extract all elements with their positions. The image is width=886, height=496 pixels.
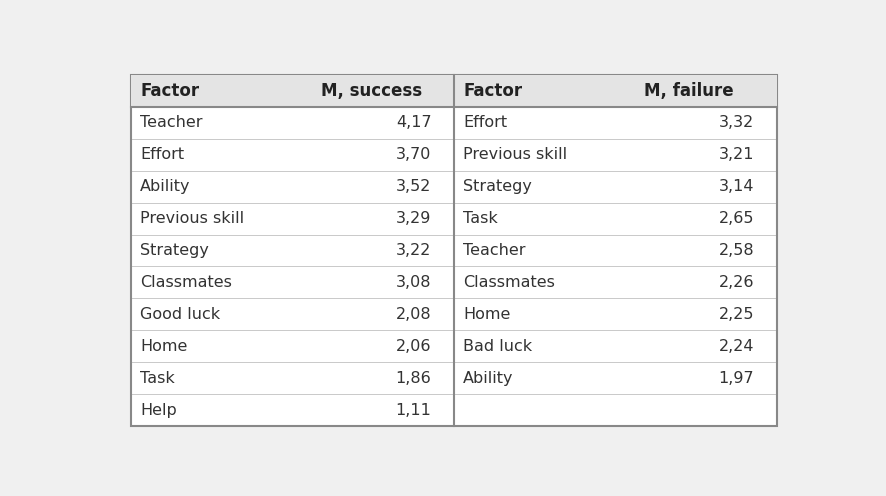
Text: Task: Task <box>463 211 498 226</box>
Text: 1,97: 1,97 <box>719 371 754 386</box>
Text: Ability: Ability <box>140 179 190 194</box>
Text: 2,06: 2,06 <box>396 339 431 354</box>
Text: Classmates: Classmates <box>140 275 232 290</box>
Text: Good luck: Good luck <box>140 307 221 322</box>
Text: 3,32: 3,32 <box>719 115 754 130</box>
Bar <box>131 75 777 107</box>
Text: 3,14: 3,14 <box>719 179 754 194</box>
Text: Teacher: Teacher <box>140 115 203 130</box>
Text: 1,11: 1,11 <box>396 403 431 418</box>
Text: 4,17: 4,17 <box>396 115 431 130</box>
Text: 2,58: 2,58 <box>719 243 754 258</box>
Text: 1,86: 1,86 <box>396 371 431 386</box>
Text: 3,08: 3,08 <box>396 275 431 290</box>
Text: 2,26: 2,26 <box>719 275 754 290</box>
Text: 2,65: 2,65 <box>719 211 754 226</box>
Text: 3,29: 3,29 <box>396 211 431 226</box>
Text: 2,25: 2,25 <box>719 307 754 322</box>
Text: Home: Home <box>463 307 510 322</box>
Text: Previous skill: Previous skill <box>463 147 567 162</box>
Text: Effort: Effort <box>140 147 184 162</box>
Text: M, failure: M, failure <box>644 82 734 100</box>
Text: 3,22: 3,22 <box>396 243 431 258</box>
Text: Bad luck: Bad luck <box>463 339 532 354</box>
Text: 3,52: 3,52 <box>396 179 431 194</box>
Text: Strategy: Strategy <box>463 179 532 194</box>
Text: 2,08: 2,08 <box>396 307 431 322</box>
Text: Factor: Factor <box>140 82 199 100</box>
Text: 2,24: 2,24 <box>719 339 754 354</box>
Text: Effort: Effort <box>463 115 507 130</box>
Text: Home: Home <box>140 339 188 354</box>
Text: M, success: M, success <box>321 82 422 100</box>
Text: Classmates: Classmates <box>463 275 555 290</box>
Text: 3,70: 3,70 <box>396 147 431 162</box>
Text: 3,21: 3,21 <box>719 147 754 162</box>
Text: Teacher: Teacher <box>463 243 525 258</box>
Text: Strategy: Strategy <box>140 243 209 258</box>
Text: Previous skill: Previous skill <box>140 211 245 226</box>
Text: Task: Task <box>140 371 175 386</box>
Text: Factor: Factor <box>463 82 522 100</box>
Text: Help: Help <box>140 403 177 418</box>
Text: Ability: Ability <box>463 371 514 386</box>
